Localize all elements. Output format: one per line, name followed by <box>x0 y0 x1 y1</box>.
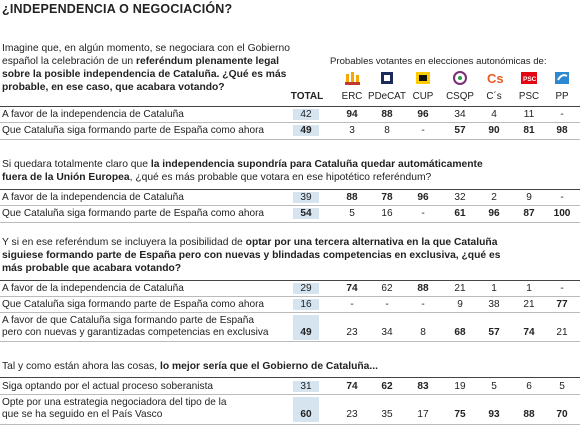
question-1: Imagine que, en algún momento, se negoci… <box>2 43 290 93</box>
value-csqp: 21 <box>454 283 466 294</box>
value-pdecat: 16 <box>381 208 393 219</box>
value-cup: 17 <box>417 409 429 420</box>
page-title: ¿INDEPENDENCIA O NEGOCIACIÓN? <box>2 2 233 16</box>
svg-text:Cs: Cs <box>487 71 503 86</box>
value-cup: - <box>421 299 425 310</box>
value-cs: 4 <box>491 109 497 120</box>
value-pp: - <box>560 109 564 120</box>
party-col-cup: CUP <box>412 91 434 102</box>
question-2: Si quedara totalmente claro que la indep… <box>2 159 483 183</box>
csqp-logo-icon <box>451 70 469 86</box>
value-pdecat: 88 <box>381 109 393 120</box>
value-csqp: 9 <box>457 299 463 310</box>
party-col-pdecat: PDeCAT <box>368 91 406 102</box>
total-header: TOTAL <box>290 91 324 102</box>
table-row: Opte por una estrategia negociadora del … <box>0 397 580 423</box>
value-cup: - <box>421 208 425 219</box>
value-erc: 23 <box>346 327 358 338</box>
value-pdecat: 35 <box>381 409 393 420</box>
erc-logo-icon <box>343 70 361 86</box>
value-psc: 81 <box>523 125 535 136</box>
value-cs: 2 <box>491 192 497 203</box>
party-col-pp: PP <box>555 91 569 102</box>
cup-logo-icon <box>414 70 432 86</box>
party-col-erc: ERC <box>341 91 363 102</box>
value-erc: 88 <box>346 192 358 203</box>
value-erc: 3 <box>349 125 355 136</box>
party-header: Probables votantes en elecciones autonóm… <box>330 56 547 67</box>
value-csqp: 19 <box>454 381 466 392</box>
value-psc: 74 <box>523 327 535 338</box>
value-cup: - <box>421 125 425 136</box>
value-psc: 1 <box>526 283 532 294</box>
value-csqp: 34 <box>454 109 466 120</box>
value-cs: 38 <box>488 299 500 310</box>
value-pp: 5 <box>559 381 565 392</box>
value-pdecat: 78 <box>381 192 393 203</box>
value-cup: 88 <box>417 283 429 294</box>
value-pdecat: 8 <box>384 125 390 136</box>
party-col-csqp: CSQP <box>446 91 474 102</box>
value-csqp: 68 <box>454 327 466 338</box>
value-erc: - <box>350 299 354 310</box>
value-cs: 96 <box>488 208 500 219</box>
value-cs: 5 <box>491 381 497 392</box>
value-psc: 6 <box>526 381 532 392</box>
value-cup: 8 <box>420 327 426 338</box>
value-cs: 93 <box>488 409 500 420</box>
psc-logo-icon: PSC <box>520 70 538 86</box>
value-pp: - <box>560 283 564 294</box>
value-csqp: 75 <box>454 409 466 420</box>
value-pp: - <box>560 192 564 203</box>
value-csqp: 32 <box>454 192 466 203</box>
value-cs: 90 <box>488 125 500 136</box>
value-pp: 77 <box>556 299 568 310</box>
value-cs: 57 <box>488 327 500 338</box>
table-row: A favor de que Cataluña siga formando pa… <box>0 315 580 341</box>
value-cs: 1 <box>491 283 497 294</box>
value-pp: 98 <box>556 125 568 136</box>
value-pp: 100 <box>553 208 571 219</box>
value-erc: 23 <box>346 409 358 420</box>
value-psc: 11 <box>523 109 535 120</box>
question-4: Tal y como están ahora las cosas, lo mej… <box>2 361 378 372</box>
pdecat-logo-icon <box>378 70 396 86</box>
value-pdecat: 62 <box>381 283 393 294</box>
party-col-cs: C´s <box>486 91 502 102</box>
value-psc: 87 <box>523 208 535 219</box>
value-pdecat: 34 <box>381 327 393 338</box>
party-col-psc: PSC <box>518 91 540 102</box>
value-erc: 5 <box>349 208 355 219</box>
pp-logo-icon <box>553 70 571 86</box>
question-3: Y si en ese referéndum se incluyera la p… <box>2 237 501 274</box>
value-cup: 96 <box>417 192 429 203</box>
value-pdecat: 62 <box>381 381 393 392</box>
svg-text:PSC: PSC <box>523 76 537 83</box>
value-psc: 21 <box>523 299 535 310</box>
value-erc: 74 <box>346 283 358 294</box>
value-erc: 94 <box>346 109 358 120</box>
value-psc: 88 <box>523 409 535 420</box>
value-pp: 21 <box>556 327 568 338</box>
value-cup: 83 <box>417 381 429 392</box>
value-csqp: 61 <box>454 208 466 219</box>
value-pdecat: - <box>385 299 389 310</box>
value-cup: 96 <box>417 109 429 120</box>
value-erc: 74 <box>346 381 358 392</box>
value-pp: 70 <box>556 409 568 420</box>
value-psc: 9 <box>526 192 532 203</box>
cs-logo-icon: Cs <box>485 70 504 86</box>
value-csqp: 57 <box>454 125 466 136</box>
